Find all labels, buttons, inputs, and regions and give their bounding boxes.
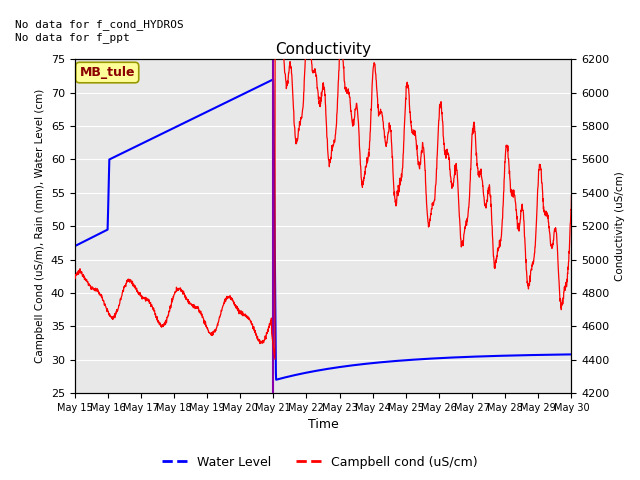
Y-axis label: Campbell Cond (uS/m), Rain (mm), Water Level (cm): Campbell Cond (uS/m), Rain (mm), Water L… [35, 89, 45, 363]
Text: MB_tule: MB_tule [79, 66, 135, 79]
Title: Conductivity: Conductivity [275, 42, 371, 57]
X-axis label: Time: Time [308, 419, 339, 432]
Text: No data for f_cond_HYDROS
No data for f_ppt: No data for f_cond_HYDROS No data for f_… [15, 19, 184, 43]
Legend: Water Level, Campbell cond (uS/cm): Water Level, Campbell cond (uS/cm) [157, 451, 483, 474]
Y-axis label: Conductivity (uS/cm): Conductivity (uS/cm) [615, 171, 625, 281]
